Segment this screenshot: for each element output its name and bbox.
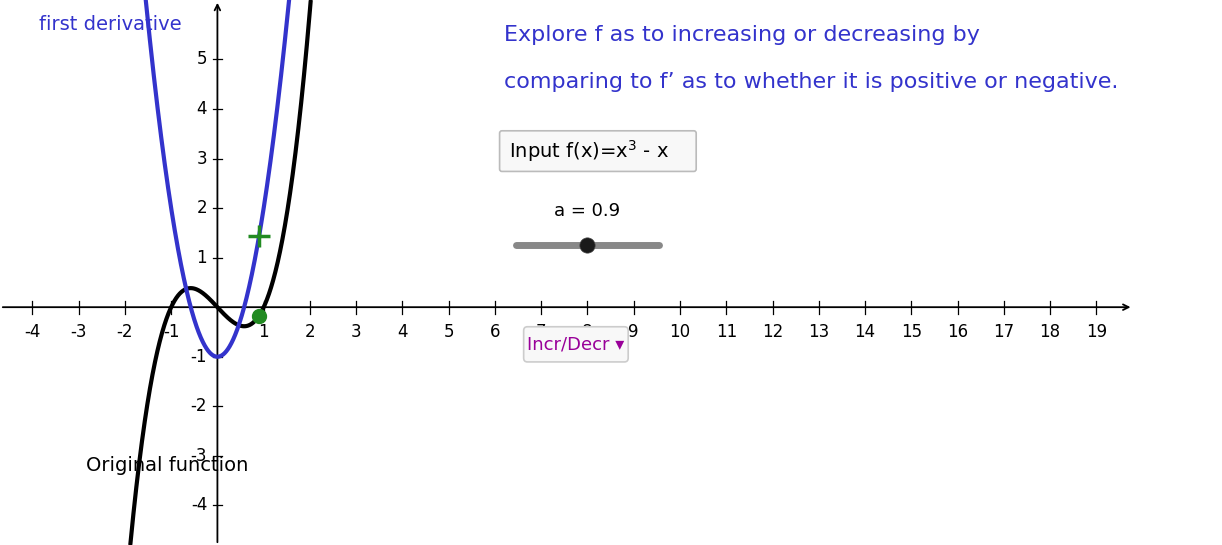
Text: -4: -4 [191,496,208,514]
Text: 14: 14 [854,323,876,341]
Text: 11: 11 [716,323,737,341]
Text: 5: 5 [444,323,453,341]
Text: 10: 10 [670,323,690,341]
Text: 4: 4 [397,323,408,341]
Text: 12: 12 [761,323,783,341]
Text: 3: 3 [351,323,362,341]
Text: -1: -1 [191,348,208,366]
Text: -3: -3 [71,323,87,341]
Text: a = 0.9: a = 0.9 [555,203,621,221]
Text: first derivative: first derivative [39,15,182,34]
Text: comparing to f’ as to whether it is positive or negative.: comparing to f’ as to whether it is posi… [505,71,1118,92]
Text: Input f(x)=x$^3$ - x: Input f(x)=x$^3$ - x [508,138,668,164]
Text: 1: 1 [258,323,269,341]
Text: -3: -3 [191,447,208,465]
Text: -1: -1 [163,323,180,341]
Text: 18: 18 [1040,323,1061,341]
Text: 16: 16 [947,323,968,341]
Text: Original function: Original function [86,456,248,475]
Text: 2: 2 [304,323,315,341]
Text: 9: 9 [628,323,639,341]
Text: 3: 3 [197,149,208,167]
Text: Incr/Decr ▾: Incr/Decr ▾ [528,335,624,353]
Text: -2: -2 [116,323,133,341]
Text: 5: 5 [197,51,208,69]
Text: 13: 13 [808,323,830,341]
Text: 6: 6 [490,323,500,341]
Text: 17: 17 [993,323,1014,341]
Text: 8: 8 [582,323,593,341]
Text: 15: 15 [901,323,921,341]
FancyBboxPatch shape [500,131,697,172]
Text: 4: 4 [197,100,208,118]
Text: 1: 1 [197,249,208,267]
Text: 7: 7 [536,323,546,341]
Text: 2: 2 [197,199,208,217]
FancyBboxPatch shape [524,327,628,362]
Text: Explore f as to increasing or decreasing by: Explore f as to increasing or decreasing… [505,25,980,45]
Text: 19: 19 [1086,323,1107,341]
Text: -4: -4 [24,323,40,341]
Text: -2: -2 [191,397,208,415]
